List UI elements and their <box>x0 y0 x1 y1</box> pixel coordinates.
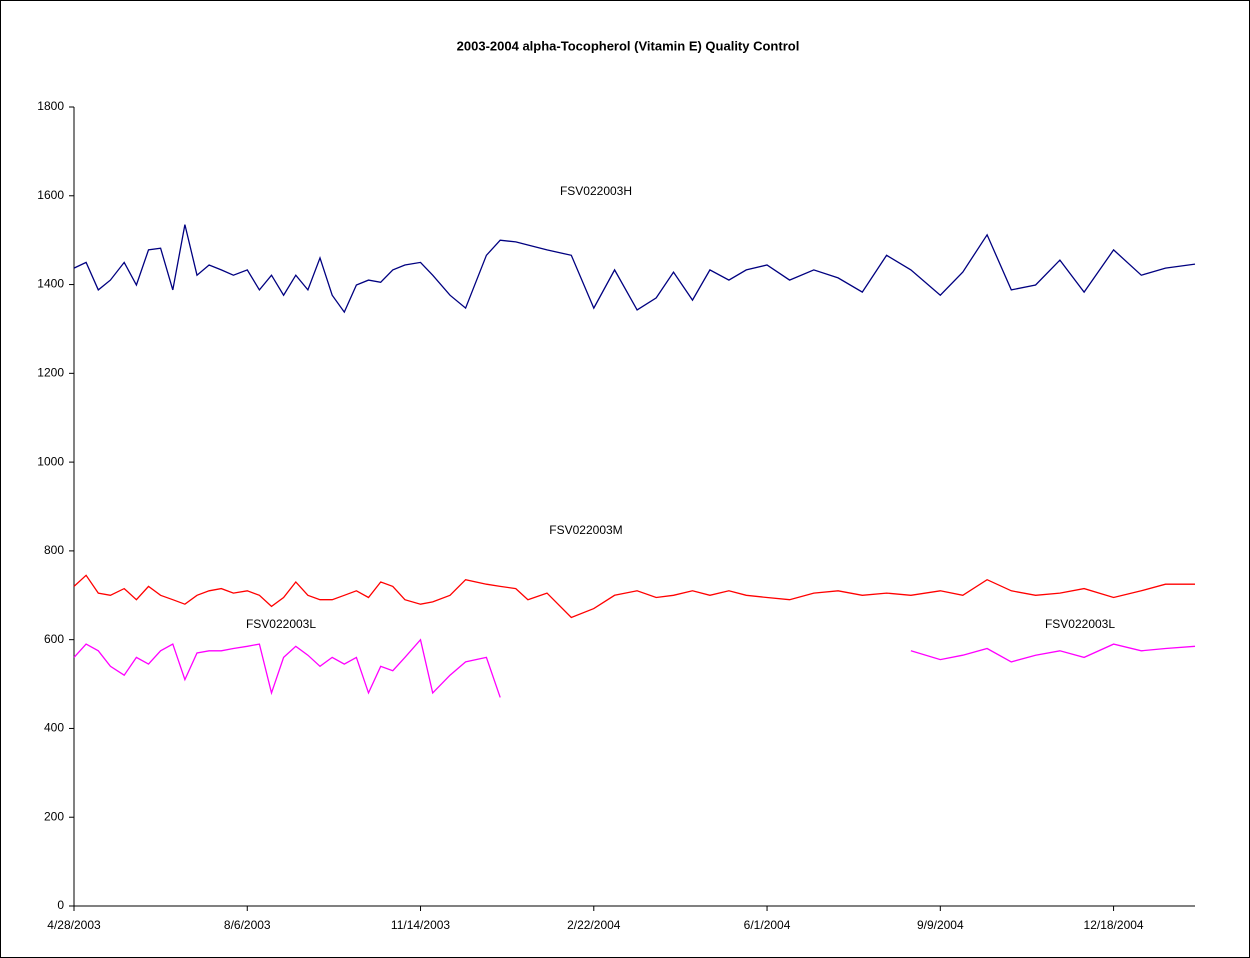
chart-title: 2003-2004 alpha-Tocopherol (Vitamin E) Q… <box>457 38 800 53</box>
y-tick-label: 600 <box>44 632 64 646</box>
y-tick-label: 400 <box>44 721 64 735</box>
x-tick-label: 6/1/2004 <box>744 918 791 932</box>
y-tick-label: 1400 <box>37 277 64 291</box>
series-label: FSV022003H <box>560 184 632 198</box>
y-tick-label: 800 <box>44 543 64 557</box>
series-label: FSV022003M <box>549 523 622 537</box>
series-label: FSV022003L <box>246 617 316 631</box>
series-label: FSV022003L <box>1045 617 1115 631</box>
y-tick-label: 1200 <box>37 366 64 380</box>
y-tick-label: 1600 <box>37 188 64 202</box>
series-line <box>73 224 1196 314</box>
y-tick-label: 200 <box>44 809 64 823</box>
series-line <box>73 638 1196 698</box>
y-tick-label: 1800 <box>37 99 64 113</box>
x-tick-label: 12/18/2004 <box>1084 918 1144 932</box>
y-tick-label: 1000 <box>37 454 64 468</box>
x-tick-label: 11/14/2003 <box>391 918 450 932</box>
x-tick-label: 9/9/2004 <box>917 918 964 932</box>
x-tick-label: 4/28/2003 <box>47 918 101 932</box>
x-tick-label: 8/6/2003 <box>224 918 271 932</box>
series-line <box>73 574 1195 619</box>
x-tick-label: 2/22/2004 <box>567 918 621 932</box>
y-tick-label: 0 <box>57 898 64 912</box>
